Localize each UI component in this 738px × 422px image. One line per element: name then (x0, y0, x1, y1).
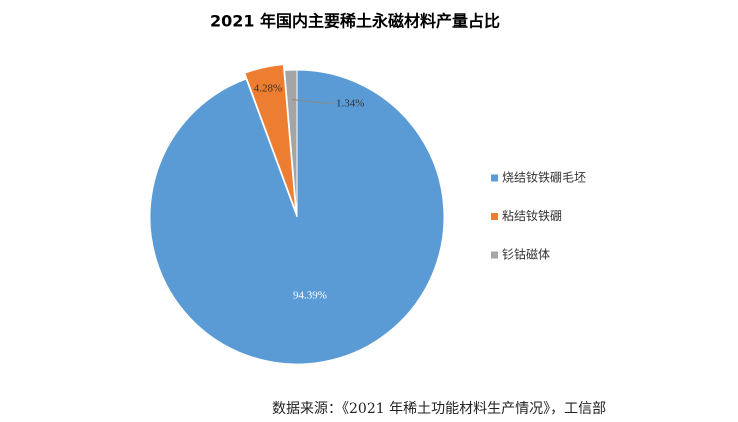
legend-swatch (491, 251, 498, 259)
data-label: 1.34% (336, 98, 364, 110)
data-label: 4.28% (254, 83, 282, 95)
legend-swatch (491, 213, 498, 220)
leader-line (291, 99, 334, 104)
legend-swatch (491, 174, 498, 182)
pie-slice (284, 69, 298, 218)
chart-title: 2021 年国内主要稀土永磁材料产量占比 (210, 12, 500, 31)
data-label: 94.39% (293, 290, 327, 302)
legend-label: 粘结钕铁硼 (502, 208, 562, 223)
legend-label: 钐钴磁体 (502, 247, 550, 262)
legend-label: 烧结钕铁硼毛坯 (502, 170, 586, 185)
pie-slice (244, 64, 297, 212)
source-note: 数据来源：《2021 年稀土功能材料生产情况》，工信部 (272, 401, 606, 417)
